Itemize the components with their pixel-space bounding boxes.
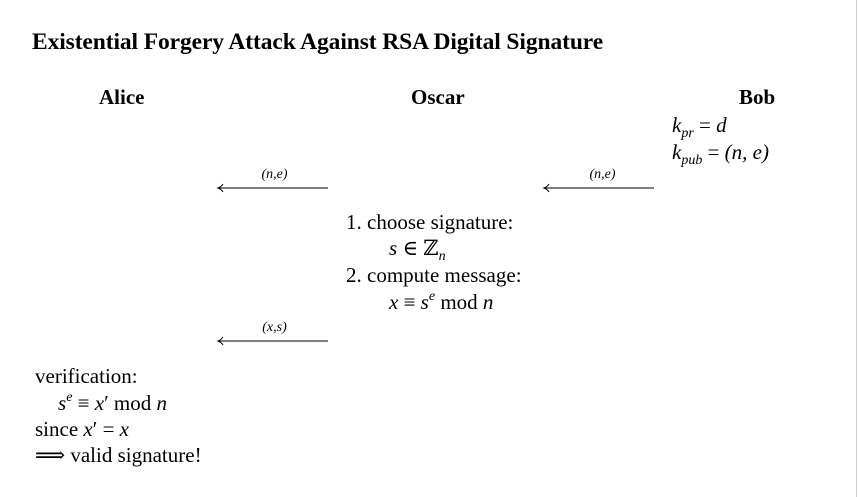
oscar-step2-label: 2. compute message: bbox=[346, 263, 522, 287]
diagram-title: Existential Forgery Attack Against RSA D… bbox=[32, 29, 604, 55]
arrow-oscar-to-alice-msg bbox=[216, 336, 328, 346]
alice-conclusion: ⟹ valid signature! bbox=[35, 443, 202, 467]
party-bob: Bob bbox=[739, 85, 776, 109]
arrow-label-oscar-to-alice-msg: (x,s) bbox=[262, 320, 287, 335]
alice-verification-heading: verification: bbox=[35, 364, 138, 388]
party-oscar: Oscar bbox=[411, 85, 465, 109]
bob-public-key: kpub = (n, e) bbox=[672, 140, 769, 168]
oscar-step1-label: 1. choose signature: bbox=[346, 210, 514, 234]
arrow-label-bob-to-oscar: (n,e) bbox=[589, 167, 616, 182]
arrow-bob-to-oscar bbox=[542, 183, 654, 193]
alice-since-line: since x′ = x bbox=[35, 417, 129, 441]
oscar-step1-formula: s ∈ ℤn bbox=[389, 236, 446, 264]
bob-private-key: kpr = d bbox=[672, 113, 727, 141]
arrow-oscar-to-alice-key bbox=[216, 183, 328, 193]
oscar-step2-formula: x ≡ se mod n bbox=[389, 289, 494, 314]
alice-verification-formula: se ≡ x′ mod n bbox=[58, 390, 168, 415]
party-alice: Alice bbox=[99, 85, 145, 109]
arrow-label-oscar-to-alice-key: (n,e) bbox=[261, 167, 288, 182]
implies-icon: ⟹ bbox=[35, 443, 66, 467]
